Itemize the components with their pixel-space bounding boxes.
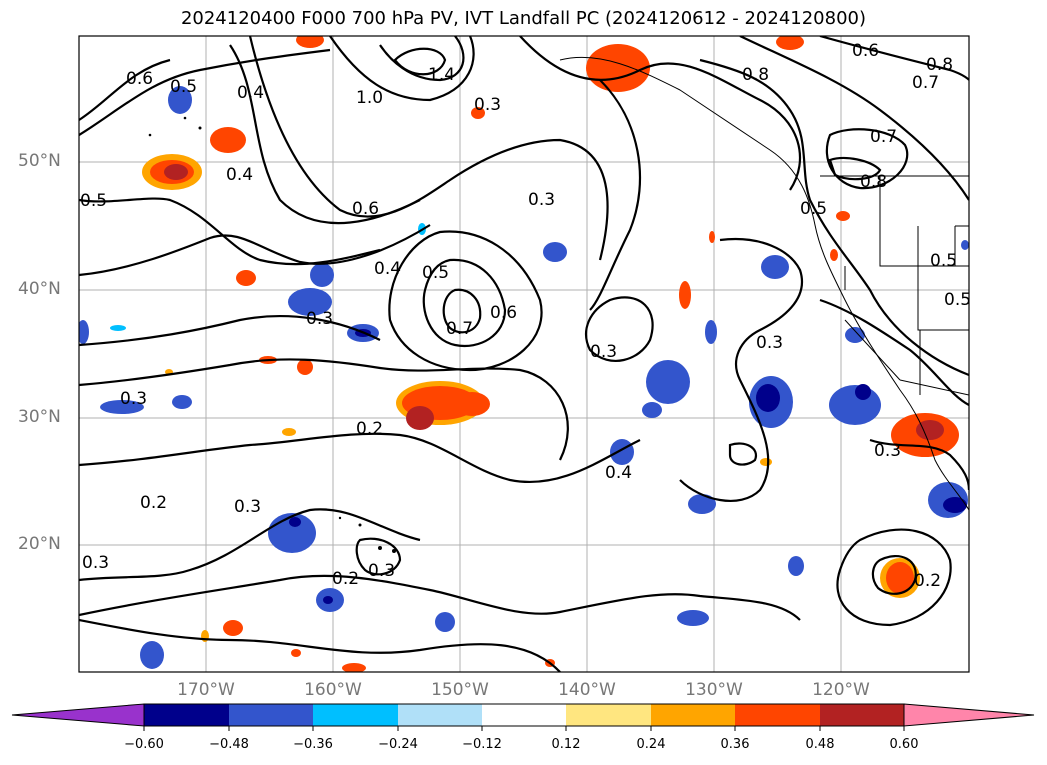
contour-label: 0.5 bbox=[422, 263, 449, 283]
plot-area bbox=[79, 36, 969, 672]
graticule bbox=[79, 36, 969, 672]
contour-label: 0.7 bbox=[870, 127, 897, 147]
contour-label: 0.5 bbox=[80, 191, 107, 211]
colorbar-tick-label: 0.12 bbox=[551, 737, 581, 752]
contour-label: 0.2 bbox=[356, 419, 383, 439]
contour-label: 0.7 bbox=[912, 73, 939, 93]
lat-label: 20°N bbox=[18, 534, 61, 554]
contour-label: 0.4 bbox=[237, 83, 264, 103]
lat-label: 30°N bbox=[18, 407, 61, 427]
colorbar-tick-label: −0.36 bbox=[293, 737, 333, 752]
colorbar-tick-label: 0.24 bbox=[636, 737, 666, 752]
contour-label: 0.5 bbox=[944, 290, 971, 310]
contour-label: 0.2 bbox=[332, 569, 359, 589]
contour-label: 0.3 bbox=[474, 95, 501, 115]
contour-label: 0.2 bbox=[914, 571, 941, 591]
colorbar-tick-label: −0.48 bbox=[209, 737, 249, 752]
contour-label: 0.3 bbox=[306, 309, 333, 329]
contour-label: 0.4 bbox=[605, 463, 632, 483]
colorbar-tick-label: 0.48 bbox=[805, 737, 835, 752]
contour-label: 1.0 bbox=[356, 88, 383, 108]
contour-label: 0.5 bbox=[170, 77, 197, 97]
contour-labels: 0.6 0.5 0.4 1.4 1.0 0.8 0.6 0.7 0.8 0.4 … bbox=[80, 41, 971, 591]
contour-label: 0.6 bbox=[490, 303, 517, 323]
contour-label: 0.3 bbox=[120, 389, 147, 409]
contour-label: 1.4 bbox=[428, 65, 455, 85]
contour-label: 0.8 bbox=[926, 55, 953, 75]
colorbar-tick-label: 0.60 bbox=[889, 737, 919, 752]
contour-label: 0.3 bbox=[874, 441, 901, 461]
contour-label: 0.5 bbox=[930, 251, 957, 271]
colorbar-tick-label: −0.24 bbox=[378, 737, 418, 752]
lon-label: 160°W bbox=[304, 680, 362, 700]
contour-label: 0.6 bbox=[126, 69, 153, 89]
contour-label: 0.6 bbox=[352, 199, 379, 219]
lon-label: 150°W bbox=[431, 680, 489, 700]
contour-label: 0.3 bbox=[368, 561, 395, 581]
contour-label: 0.3 bbox=[590, 342, 617, 362]
lon-label: 130°W bbox=[685, 680, 743, 700]
contour-label: 0.3 bbox=[528, 190, 555, 210]
contour-label: 0.8 bbox=[860, 172, 887, 192]
plot-title: 2024120400 F000 700 hPa PV, IVT Landfall… bbox=[180, 8, 867, 29]
lat-label: 50°N bbox=[18, 151, 61, 171]
islands bbox=[148, 116, 396, 553]
pv-contours bbox=[79, 36, 969, 672]
coastlines bbox=[559, 56, 969, 511]
contour-label: 0.8 bbox=[742, 65, 769, 85]
lat-label: 40°N bbox=[18, 279, 61, 299]
colorbar-tick-label: −0.12 bbox=[462, 737, 502, 752]
plot-border bbox=[78, 35, 970, 673]
colorbar-tick-label: −0.60 bbox=[124, 737, 164, 752]
contour-label: 0.3 bbox=[756, 333, 783, 353]
contour-label: 0.2 bbox=[140, 493, 167, 513]
contour-label: 0.6 bbox=[852, 41, 879, 61]
lon-label: 120°W bbox=[812, 680, 870, 700]
contour-label: 0.3 bbox=[82, 553, 109, 573]
contour-label: 0.4 bbox=[226, 165, 253, 185]
contour-label: 0.4 bbox=[374, 259, 401, 279]
colorbar-tick-label: 0.36 bbox=[720, 737, 750, 752]
colorbar bbox=[11, 703, 1035, 731]
contour-label: 0.7 bbox=[446, 319, 473, 339]
lon-label: 140°W bbox=[558, 680, 616, 700]
contour-label: 0.5 bbox=[800, 199, 827, 219]
contour-label: 0.3 bbox=[234, 497, 261, 517]
lon-label: 170°W bbox=[177, 680, 235, 700]
